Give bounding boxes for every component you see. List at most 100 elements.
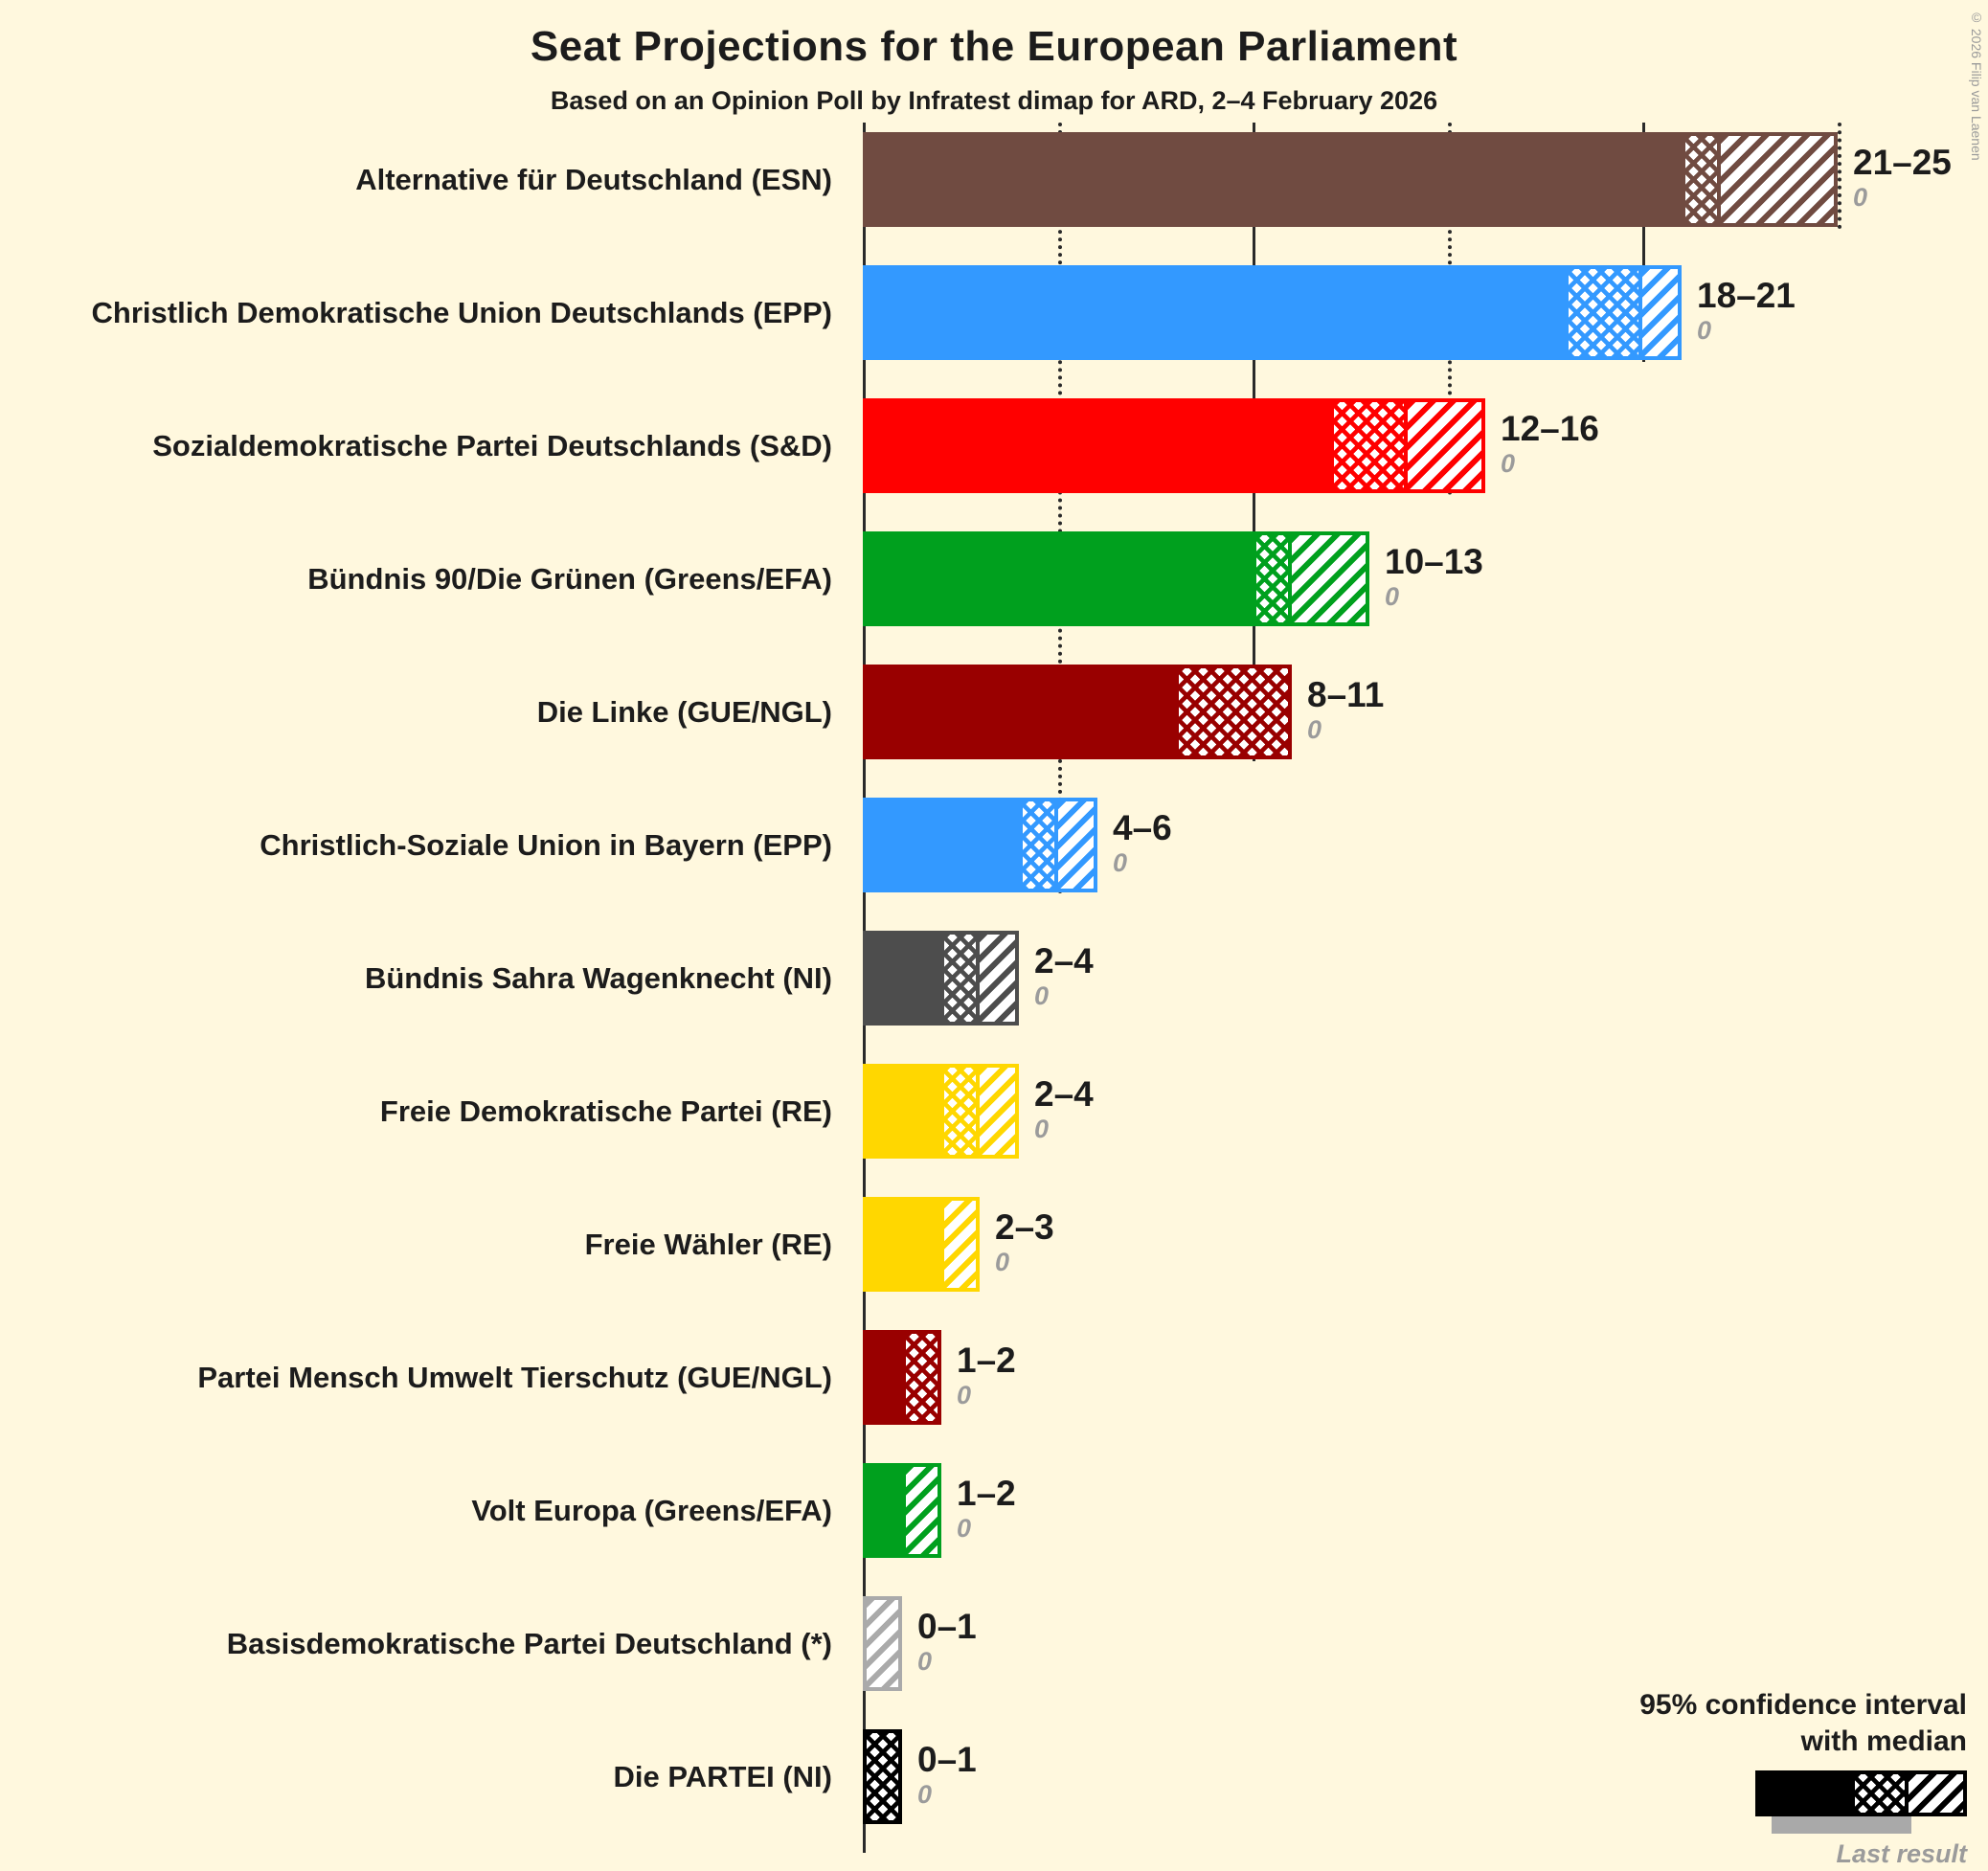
last-result-value: 0 bbox=[1113, 848, 1128, 878]
seat-projection-bar: 4–6 0 bbox=[863, 798, 1172, 892]
party-label: Partei Mensch Umwelt Tierschutz (GUE/NGL… bbox=[197, 1360, 832, 1394]
chart-title: Seat Projections for the European Parlia… bbox=[530, 23, 1458, 70]
bar-diagonal-ci-high-segment bbox=[980, 1064, 1019, 1159]
last-result-value: 0 bbox=[957, 1381, 972, 1410]
last-result-value: 0 bbox=[917, 1647, 933, 1677]
seat-projection-bar: 2–4 0 bbox=[863, 931, 1094, 1026]
party-label: Sozialdemokratische Partei Deutschlands … bbox=[152, 428, 832, 462]
party-label: Freie Wähler (RE) bbox=[584, 1227, 832, 1261]
bar-diagonal-ci-high-segment bbox=[863, 1596, 902, 1691]
bar-diagonal-ci-high-segment bbox=[1642, 265, 1682, 360]
bar-solid-ci-low-segment bbox=[863, 132, 1682, 227]
legend-solid-segment bbox=[1755, 1770, 1851, 1816]
chart-subtitle: Based on an Opinion Poll by Infratest di… bbox=[550, 86, 1438, 115]
bar-crosshatch-median-segment bbox=[940, 931, 980, 1026]
bar-crosshatch-median-segment bbox=[902, 1330, 941, 1425]
seat-projection-bar: 2–3 0 bbox=[863, 1197, 1054, 1292]
chart-area: Alternative für Deutschland (ESN) 21–25 … bbox=[0, 113, 1988, 1856]
seat-projection-bar: 10–13 0 bbox=[863, 531, 1483, 626]
bar-crosshatch-median-segment bbox=[1682, 132, 1721, 227]
last-result-value: 0 bbox=[1307, 715, 1322, 745]
seat-range-label: 18–21 bbox=[1697, 276, 1796, 316]
bar-diagonal-ci-high-segment bbox=[1408, 398, 1485, 493]
bar-crosshatch-median-segment bbox=[1565, 265, 1642, 360]
seat-projection-bar: 12–16 0 bbox=[863, 398, 1599, 493]
seat-range-label: 0–1 bbox=[917, 1740, 977, 1780]
bar-crosshatch-median-segment bbox=[1175, 665, 1292, 759]
party-label: Basisdemokratische Partei Deutschland (*… bbox=[226, 1626, 832, 1660]
party-row: Die Linke (GUE/NGL) 8–11 0 bbox=[0, 645, 1988, 778]
bar-solid-ci-low-segment bbox=[863, 798, 1019, 892]
seat-range-label: 10–13 bbox=[1385, 542, 1483, 582]
party-label: Christlich Demokratische Union Deutschla… bbox=[91, 295, 832, 329]
party-label: Die Linke (GUE/NGL) bbox=[536, 694, 832, 729]
seat-range-label: 1–2 bbox=[957, 1474, 1016, 1514]
bar-solid-ci-low-segment bbox=[863, 931, 940, 1026]
bar-crosshatch-median-segment bbox=[1253, 531, 1292, 626]
seat-range-label: 2–4 bbox=[1034, 941, 1094, 981]
party-row: Bündnis Sahra Wagenknecht (NI) 2–4 0 bbox=[0, 912, 1988, 1045]
bar-crosshatch-median-segment bbox=[1019, 798, 1058, 892]
party-row: Alternative für Deutschland (ESN) 21–25 … bbox=[0, 113, 1988, 246]
legend: 95% confidence interval with median Last… bbox=[1526, 1687, 1967, 1869]
bar-diagonal-ci-high-segment bbox=[1721, 132, 1838, 227]
seat-range-label: 0–1 bbox=[917, 1607, 977, 1647]
seat-projection-bar: 1–2 0 bbox=[863, 1463, 1016, 1558]
seat-projection-bar: 0–1 0 bbox=[863, 1729, 977, 1824]
party-row: Die PARTEI (NI) 0–1 0 bbox=[0, 1710, 1988, 1843]
bar-diagonal-ci-high-segment bbox=[902, 1463, 941, 1558]
last-result-value: 0 bbox=[957, 1514, 972, 1544]
gridline-5-seats bbox=[1057, 123, 1062, 894]
seat-projection-bar: 0–1 0 bbox=[863, 1596, 977, 1691]
party-label: Freie Demokratische Partei (RE) bbox=[379, 1093, 832, 1128]
seat-projection-bar: 21–25 0 bbox=[863, 132, 1952, 227]
bar-crosshatch-median-segment bbox=[1330, 398, 1408, 493]
last-result-value: 0 bbox=[995, 1248, 1010, 1277]
party-row: Bündnis 90/Die Grünen (Greens/EFA) 10–13… bbox=[0, 512, 1988, 645]
last-result-value: 0 bbox=[1385, 582, 1400, 612]
bar-solid-ci-low-segment bbox=[863, 1197, 940, 1292]
party-row: Sozialdemokratische Partei Deutschlands … bbox=[0, 379, 1988, 512]
party-row: Volt Europa (Greens/EFA) 1–2 0 bbox=[0, 1444, 1988, 1577]
last-result-value: 0 bbox=[1853, 183, 1868, 213]
party-row: Freie Demokratische Partei (RE) 2–4 0 bbox=[0, 1045, 1988, 1178]
seat-range-label: 12–16 bbox=[1501, 409, 1599, 449]
legend-sample-bar bbox=[1755, 1770, 1967, 1816]
seat-range-label: 2–3 bbox=[995, 1207, 1054, 1248]
last-result-value: 0 bbox=[917, 1780, 933, 1810]
bar-solid-ci-low-segment bbox=[863, 1463, 902, 1558]
last-result-value: 0 bbox=[1501, 449, 1516, 479]
legend-last-result-label: Last result bbox=[1836, 1839, 1967, 1868]
party-row: Christlich-Soziale Union in Bayern (EPP)… bbox=[0, 778, 1988, 912]
party-label: Christlich-Soziale Union in Bayern (EPP) bbox=[260, 827, 832, 862]
party-row: Freie Wähler (RE) 2–3 0 bbox=[0, 1178, 1988, 1311]
seat-projection-bar: 18–21 0 bbox=[863, 265, 1796, 360]
bar-diagonal-ci-high-segment bbox=[1292, 531, 1369, 626]
legend-crosshatch-segment bbox=[1851, 1770, 1909, 1816]
seat-range-label: 4–6 bbox=[1113, 808, 1172, 848]
seat-range-label: 8–11 bbox=[1307, 675, 1385, 715]
last-result-value: 0 bbox=[1034, 1115, 1050, 1144]
party-label: Alternative für Deutschland (ESN) bbox=[355, 162, 832, 196]
last-result-value: 0 bbox=[1697, 316, 1712, 346]
legend-confidence-label: 95% confidence interval bbox=[1639, 1689, 1967, 1721]
seat-range-label: 21–25 bbox=[1853, 143, 1952, 183]
seat-range-label: 2–4 bbox=[1034, 1074, 1094, 1115]
seat-projection-bar: 2–4 0 bbox=[863, 1064, 1094, 1159]
party-label: Volt Europa (Greens/EFA) bbox=[471, 1493, 832, 1527]
bar-diagonal-ci-high-segment bbox=[980, 931, 1019, 1026]
party-row: Basisdemokratische Partei Deutschland (*… bbox=[0, 1577, 1988, 1710]
party-row: Partei Mensch Umwelt Tierschutz (GUE/NGL… bbox=[0, 1311, 1988, 1444]
gridline-25-seats bbox=[1837, 123, 1841, 229]
gridline-20-seats bbox=[1642, 123, 1645, 362]
bar-diagonal-ci-high-segment bbox=[1058, 798, 1097, 892]
bar-solid-ci-low-segment bbox=[863, 398, 1330, 493]
party-label: Die PARTEI (NI) bbox=[613, 1759, 833, 1793]
legend-diagonal-hatch-segment bbox=[1909, 1770, 1967, 1816]
bar-solid-ci-low-segment bbox=[863, 531, 1253, 626]
bar-diagonal-ci-high-segment bbox=[940, 1197, 980, 1292]
seat-range-label: 1–2 bbox=[957, 1341, 1016, 1381]
legend-last-result-bar bbox=[1772, 1816, 1911, 1834]
bar-crosshatch-median-segment bbox=[863, 1729, 902, 1824]
